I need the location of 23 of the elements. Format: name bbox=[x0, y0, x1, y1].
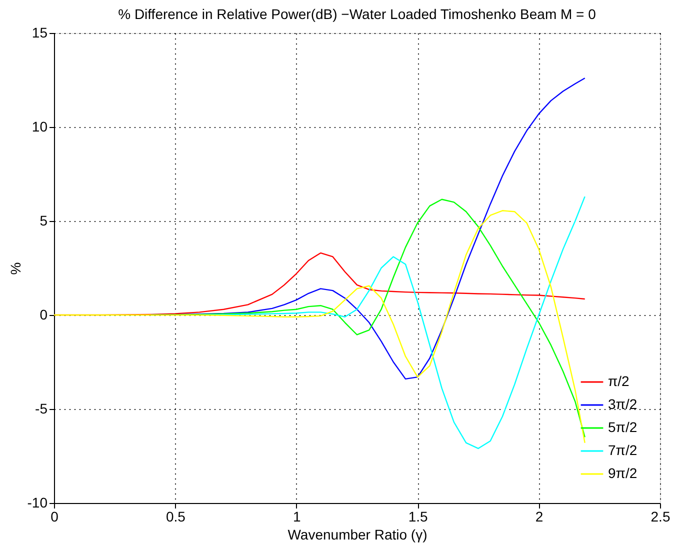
y-tick-label: -10 bbox=[27, 494, 48, 510]
legend-label: 5π/2 bbox=[608, 419, 638, 435]
legend-label: 9π/2 bbox=[608, 465, 638, 481]
x-tick-label: 1 bbox=[293, 508, 301, 524]
line-series bbox=[198, 196, 586, 450]
x-axis-title: Wavenumber Ratio (γ) bbox=[288, 526, 428, 542]
x-tick-label: 2.5 bbox=[650, 508, 670, 524]
y-tick-label: 5 bbox=[40, 212, 48, 228]
legend-label: 7π/2 bbox=[608, 442, 638, 458]
y-tick-label: 0 bbox=[40, 306, 48, 322]
y-tick-label: 10 bbox=[32, 118, 48, 134]
line-series bbox=[150, 78, 586, 380]
x-tick-label: 2 bbox=[535, 508, 544, 524]
chart-title: % Difference in Relative Power(dB) −Water Loaded Timoshenko Beam M = 0 bbox=[118, 6, 596, 22]
x-tick-label: 0 bbox=[50, 508, 59, 524]
x-tick-label: 1.5 bbox=[408, 508, 428, 524]
y-tick-label: -5 bbox=[35, 400, 48, 416]
y-axis-title: % bbox=[7, 262, 24, 275]
x-tick-label: 0.5 bbox=[166, 508, 186, 524]
legend-label: 3π/2 bbox=[608, 396, 638, 412]
y-tick-label: 15 bbox=[32, 24, 48, 40]
legend-label: π/2 bbox=[608, 373, 630, 389]
line-series bbox=[53, 210, 586, 444]
